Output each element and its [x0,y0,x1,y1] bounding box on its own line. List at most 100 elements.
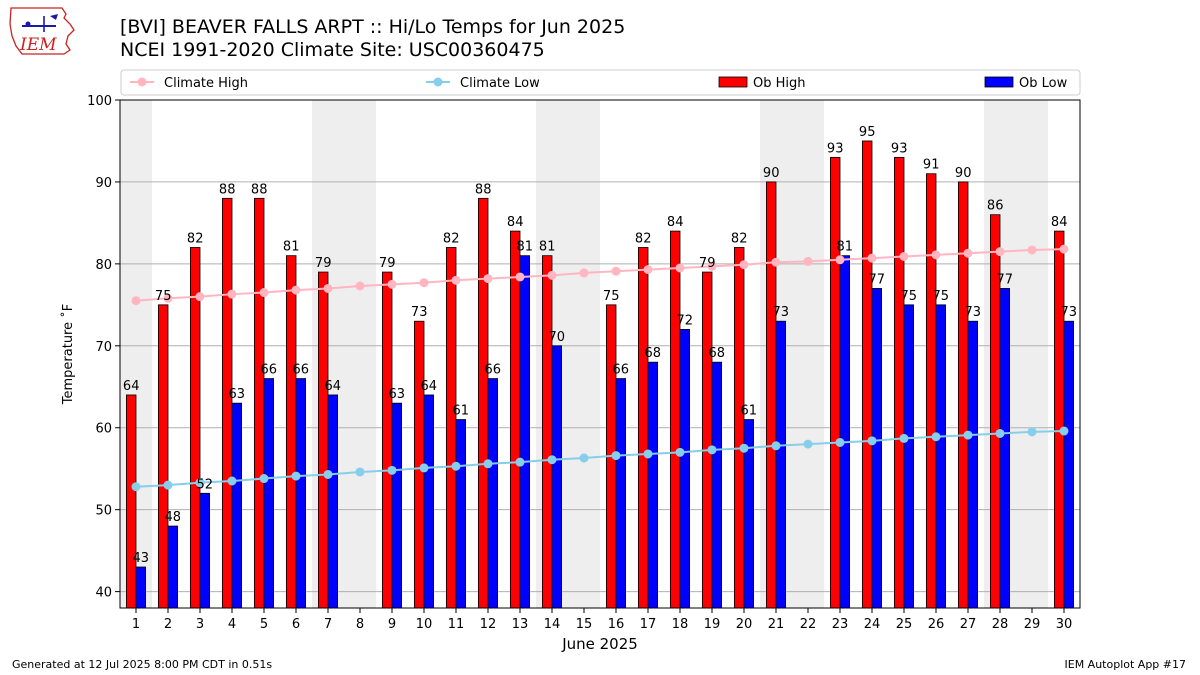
y-axis: 40 50 60 70 80 90 100 [87,94,120,601]
climate-high-point [195,292,205,302]
climate-low-point [227,476,237,486]
climate-high-legend-marker [137,77,147,87]
ob-high-bar [445,247,457,609]
x-tick-label: 20 [736,617,753,632]
ob-high-value-label: 91 [923,158,940,173]
ob-high-value-label: 79 [315,256,332,271]
climate-low-point [611,451,621,461]
ob-low-value-label: 70 [549,330,566,345]
climate-low-point [259,474,269,484]
ob-low-bar [711,361,723,609]
y-tick-label: 100 [87,94,112,109]
y-tick-label: 40 [95,586,112,601]
ob-low-value-label: 48 [165,510,182,525]
x-tick-label: 8 [356,617,364,632]
ob-high-value-label: 82 [731,231,748,246]
x-tick-label: 22 [800,617,817,632]
ob-low-bar [391,402,403,609]
ob-high-value-label: 84 [667,215,684,230]
climate-low-point [579,453,589,463]
climate-low-point [771,441,781,451]
climate-low-point [547,455,557,465]
y-tick-label: 80 [95,258,112,273]
climate-high-point [803,256,813,266]
ob-high-bar [477,197,489,609]
climate-low-point [931,432,941,442]
climate-low-point [323,469,333,479]
ob-low-value-label: 66 [261,363,278,378]
x-tick-label: 5 [260,617,268,632]
climate-high-point [547,270,557,280]
y-axis-label: Temperature ˚F [60,304,76,405]
weekend-band [1016,100,1048,608]
ob-low-value-label: 81 [837,240,854,255]
ob-low-value-label: 66 [613,363,630,378]
ob-high-value-label: 88 [219,182,236,197]
x-tick-label: 17 [640,617,657,632]
x-tick-label: 23 [832,617,849,632]
y-tick-label: 70 [95,340,112,355]
ob-low-bar [135,566,147,609]
ob-high-value-label: 93 [891,141,908,156]
x-tick-label: 2 [164,617,172,632]
ob-high-legend-swatch [718,76,748,88]
x-tick-label: 15 [576,617,593,632]
ob-low-value-label: 72 [677,313,694,328]
ob-high-bar [126,394,137,609]
ob-low-value-label: 61 [741,404,758,419]
y-tick-label: 50 [95,504,112,519]
ob-low-value-label: 52 [197,477,214,492]
ob-low-value-label: 64 [421,379,438,394]
ob-high-value-label: 86 [987,199,1004,214]
ob-high-value-label: 84 [1051,215,1068,230]
x-tick-label: 16 [608,617,625,632]
ob-high-value-label: 75 [603,289,620,304]
climate-low-point [291,471,301,481]
x-tick-label: 10 [416,617,433,632]
ob-low-bar [647,361,659,609]
ob-high-value-label: 88 [251,182,268,197]
ob-high-legend-label: Ob High [753,76,806,91]
x-tick-label: 3 [196,617,204,632]
climate-high-point [899,251,909,261]
ob-high-value-label: 90 [955,166,972,181]
ob-low-bar [615,378,627,609]
ob-low-value-label: 63 [389,387,406,402]
ob-high-bar [894,156,905,609]
ob-high-value-label: 64 [123,379,140,394]
climate-high-line [135,248,1065,302]
x-tick-label: 4 [228,617,236,632]
ob-high-bar [766,181,777,609]
ob-high-bar [926,173,937,609]
climate-high-point [771,257,781,267]
legend: Climate High Climate Low Ob High Ob Low [120,69,1081,96]
ob-high-value-label: 79 [699,256,716,271]
ob-high-bar [381,271,393,609]
climate-lines [131,244,1069,492]
ob-low-bar [679,329,691,609]
ob-high-value-label: 73 [411,305,428,320]
climate-high-point [931,250,941,260]
y-tick-label: 60 [95,422,112,437]
ob-low-bar [167,525,179,609]
ob-high-bar [734,247,745,609]
climate-high-point [963,248,973,258]
ob-low-bar [551,345,563,609]
climate-high-point [131,296,141,306]
climate-high-legend-label: Climate High [164,76,248,91]
ob-low-value-label: 77 [869,272,886,287]
ob-low-bar [519,255,531,609]
ob-high-bar [509,230,521,609]
ob-low-value-label: 43 [133,551,150,566]
ob-high-bar [638,247,649,609]
climate-high-point [1027,245,1037,255]
ob-low-value-label: 73 [773,305,790,320]
climate-high-point [227,289,237,299]
x-tick-label: 21 [768,617,785,632]
generated-note: Generated at 12 Jul 2025 8:00 PM CDT in … [12,658,273,671]
x-tick-label: 18 [672,617,689,632]
ob-high-bar [830,156,841,609]
bar-value-labels: 64 75 82 88 88 81 79 79 73 82 88 84 81 75 82 84 79 82 90 93… [123,125,1077,566]
ob-low-value-label: 77 [997,272,1014,287]
